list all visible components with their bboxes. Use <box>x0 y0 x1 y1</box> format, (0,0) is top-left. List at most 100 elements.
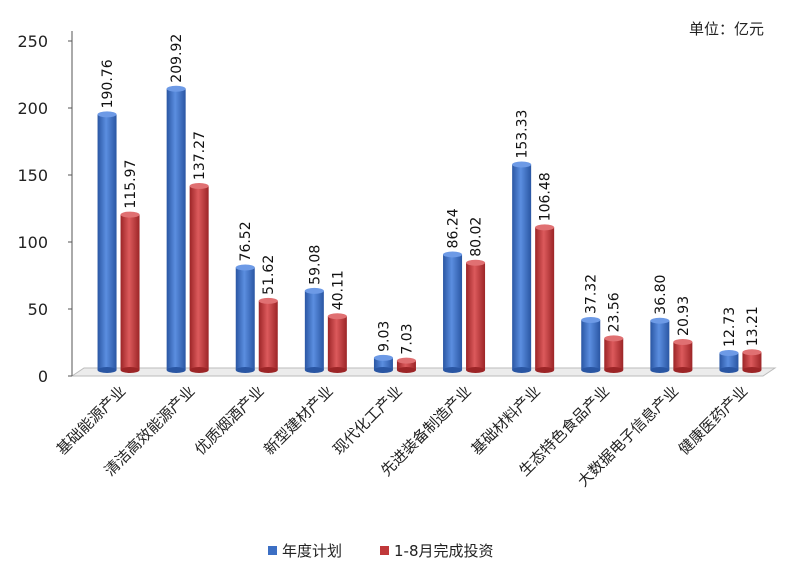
bar-done-top <box>258 297 278 304</box>
bar-done <box>120 214 140 370</box>
bar-done-base <box>327 367 347 373</box>
bar-plan-base <box>235 367 255 373</box>
bar-plan <box>719 352 739 370</box>
bar-done-top <box>466 259 486 266</box>
bar-done <box>396 360 416 370</box>
bar-done-base <box>258 367 278 373</box>
bar-done-base <box>742 367 762 373</box>
value-label-done: 13.21 <box>745 306 761 346</box>
bar-done <box>189 186 209 370</box>
value-label-plan: 76.52 <box>238 221 254 261</box>
value-label-done: 23.56 <box>607 292 623 332</box>
y-tick-label: 150 <box>17 166 48 185</box>
bar-done-top <box>604 335 624 342</box>
value-label-done: 51.62 <box>261 255 277 295</box>
value-label-done: 106.48 <box>538 172 554 221</box>
value-label-done: 137.27 <box>192 131 208 180</box>
legend-swatch-done <box>380 546 389 555</box>
x-category-label: 基础能源产业 <box>53 382 129 458</box>
value-label-plan: 153.33 <box>515 110 531 159</box>
bar-plan-top <box>304 287 324 294</box>
bar-done <box>535 227 555 370</box>
x-category-label: 健康医药产业 <box>675 382 751 458</box>
y-tick-label: 0 <box>38 367 48 386</box>
unit-label: 单位：亿元 <box>688 20 764 38</box>
bar-done <box>466 262 486 370</box>
bar-done-top <box>673 338 693 345</box>
bar-plan-top <box>235 264 255 271</box>
bar-done <box>327 316 347 370</box>
legend-swatch-plan <box>268 546 277 555</box>
bar-plan <box>166 88 186 370</box>
x-category-label: 基础材料产业 <box>468 382 544 458</box>
bar-done-top <box>189 183 209 190</box>
value-label-plan: 37.32 <box>584 274 600 314</box>
bar-done <box>742 352 762 370</box>
bar-plan-base <box>304 367 324 373</box>
bar-plan-top <box>719 349 739 356</box>
legend: 年度计划 1-8月完成投资 <box>268 542 494 560</box>
bar-plan-base <box>373 367 393 373</box>
bar-plan-top <box>373 354 393 361</box>
value-label-done: 7.03 <box>399 323 415 354</box>
bar-plan-top <box>97 111 117 118</box>
y-tick-label: 50 <box>28 300 48 319</box>
bar-plan-top <box>512 161 532 168</box>
bars-group <box>97 85 762 373</box>
value-label-plan: 86.24 <box>446 208 462 248</box>
bar-done-top <box>535 224 555 231</box>
value-label-plan: 12.73 <box>722 307 738 347</box>
bar-plan-top <box>443 251 463 258</box>
x-axis-labels: 基础能源产业清洁高效能源产业优质烟酒产业新型建材产业现代化工产业先进装备制造产业… <box>53 382 751 490</box>
bar-done <box>258 300 278 370</box>
bar-plan-base <box>650 367 670 373</box>
value-label-done: 40.11 <box>330 270 346 310</box>
bar-done-top <box>120 211 140 218</box>
value-label-plan: 209.92 <box>169 34 185 83</box>
bar-plan-top <box>581 316 601 323</box>
bar-done-base <box>120 367 140 373</box>
value-label-plan: 190.76 <box>100 59 116 108</box>
bar-done-base <box>673 367 693 373</box>
bar-plan <box>650 320 670 370</box>
x-category-label: 现代化工产业 <box>329 382 405 458</box>
y-axis: 0 50 100 150 200 250 <box>17 31 73 386</box>
x-category-label: 新型建材产业 <box>260 382 336 458</box>
y-tick-label: 100 <box>17 233 48 252</box>
bar-plan-base <box>719 367 739 373</box>
value-label-plan: 59.08 <box>307 245 323 285</box>
bar-done-base <box>535 367 555 373</box>
bar-plan-base <box>97 367 117 373</box>
value-label-done: 20.93 <box>676 296 692 336</box>
x-category-label: 优质烟酒产业 <box>191 382 267 458</box>
bar-plan-base <box>443 367 463 373</box>
value-label-plan: 9.03 <box>376 321 392 352</box>
bar-done-top <box>742 349 762 356</box>
bar-plan-top <box>650 317 670 324</box>
bar-plan <box>373 357 393 370</box>
bar-plan-top <box>166 85 186 92</box>
bar-done-base <box>189 367 209 373</box>
value-label-done: 80.02 <box>469 217 485 257</box>
legend-label-plan: 年度计划 <box>282 542 342 560</box>
value-label-plan: 36.80 <box>653 275 669 315</box>
bar-plan <box>304 290 324 370</box>
bar-done <box>673 341 693 370</box>
bar-done-top <box>327 313 347 320</box>
bar-plan <box>512 164 532 370</box>
bar-done-top <box>396 357 416 364</box>
bar-plan-base <box>581 367 601 373</box>
bar-plan <box>443 254 463 370</box>
legend-label-done: 1-8月完成投资 <box>394 542 494 560</box>
y-tick-label: 200 <box>17 99 48 118</box>
bar-plan <box>235 267 255 370</box>
bar-plan-base <box>166 367 186 373</box>
bar-done-base <box>396 367 416 373</box>
value-label-done: 115.97 <box>123 160 139 209</box>
bar-plan <box>97 114 117 371</box>
bar-done-base <box>604 367 624 373</box>
bar-done <box>604 338 624 370</box>
value-labels-group: 190.76 115.97 209.92 137.27 76.52 51.62 59.08 4… <box>100 34 761 355</box>
bar-plan <box>581 319 601 370</box>
